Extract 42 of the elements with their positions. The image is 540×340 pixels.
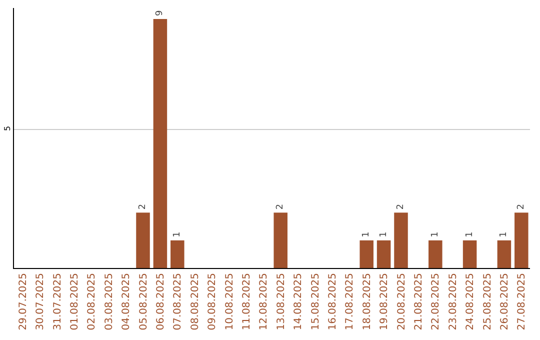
x-tick-label: 02.08.2025: [86, 273, 98, 330]
x-tick-label: 03.08.2025: [104, 273, 115, 330]
data-label: 1: [430, 232, 440, 238]
data-label: 1: [362, 232, 372, 238]
y-tick-label: 5: [2, 126, 12, 132]
x-tick-label: 21.08.2025: [413, 273, 424, 330]
data-label: 1: [464, 232, 475, 238]
x-tick-label: 18.08.2025: [362, 273, 373, 330]
x-tick-label: 30.07.2025: [35, 273, 46, 330]
x-tick-label: 09.08.2025: [207, 273, 218, 330]
x-tick-label: 11.08.2025: [241, 273, 252, 330]
x-tick-label: 13.08.2025: [276, 273, 287, 330]
x-tick-label: 06.08.2025: [155, 273, 166, 330]
data-label: 2: [516, 204, 526, 210]
x-tick-label: 29.07.2025: [18, 273, 29, 330]
x-tick-label: 16.08.2025: [327, 273, 338, 330]
x-tick-label: 12.08.2025: [258, 273, 270, 330]
x-tick-label: 08.08.2025: [190, 273, 201, 330]
x-tick-label: 23.08.2025: [448, 273, 459, 330]
x-tick-label: 27.08.2025: [516, 273, 528, 330]
x-tick-label: 20.08.2025: [396, 273, 408, 330]
x-tick-label: 22.08.2025: [430, 273, 442, 330]
x-tick-label: 05.08.2025: [138, 273, 150, 330]
x-tick-label: 31.07.2025: [52, 273, 64, 330]
x-tick-label: 25.08.2025: [482, 273, 494, 330]
data-label: 2: [138, 204, 148, 210]
data-label: 2: [276, 204, 286, 210]
data-label: 1: [378, 232, 389, 238]
x-tick-label: 17.08.2025: [344, 273, 356, 330]
x-tick-label: 15.08.2025: [310, 273, 322, 330]
data-label: 1: [172, 232, 182, 238]
x-tick-label: 07.08.2025: [172, 273, 184, 330]
data-label: 1: [499, 232, 510, 238]
x-tick-label: 10.08.2025: [224, 273, 236, 330]
data-label: 9: [155, 10, 166, 16]
x-tick-label: 24.08.2025: [465, 273, 476, 330]
data-label: 2: [396, 204, 406, 210]
x-tick-label: 19.08.2025: [379, 273, 390, 330]
x-tick-label: 04.08.2025: [121, 273, 132, 330]
x-tick-label: 14.08.2025: [293, 273, 304, 330]
x-tick-label: 01.08.2025: [69, 273, 80, 330]
x-tick-label: 26.08.2025: [499, 273, 510, 330]
